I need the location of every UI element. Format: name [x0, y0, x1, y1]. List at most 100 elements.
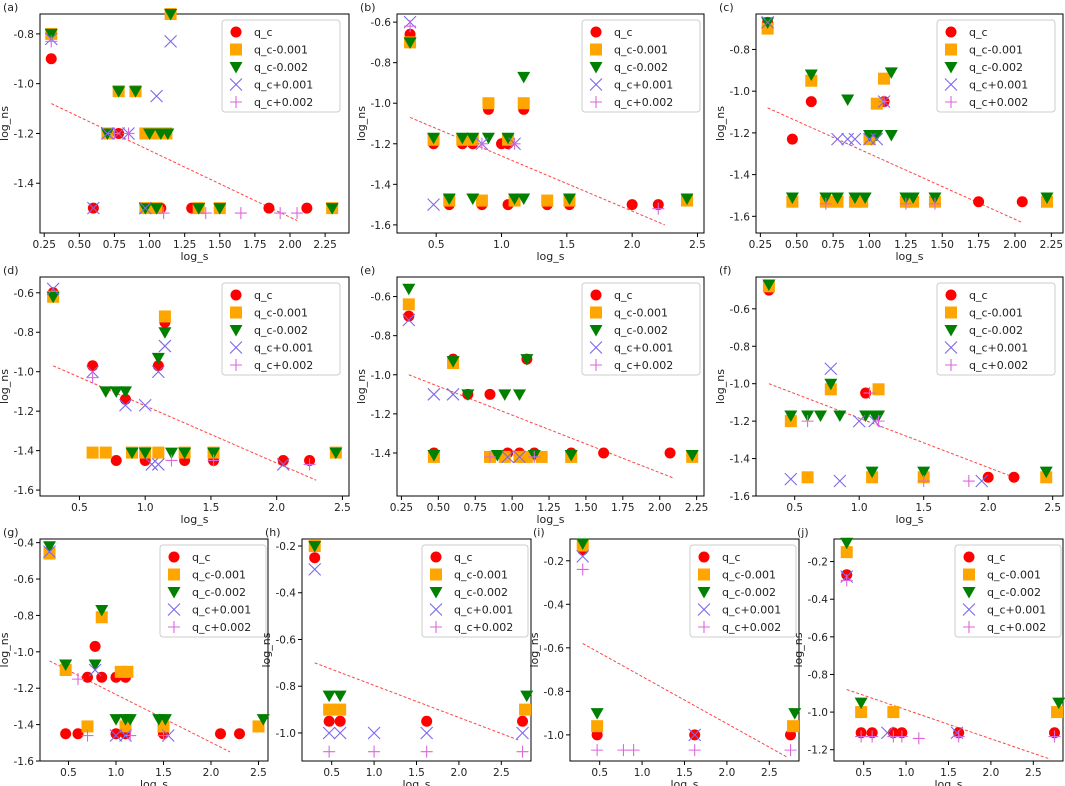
y-axis-label: log_ns	[0, 632, 11, 667]
legend-marker	[945, 306, 957, 319]
data-point	[87, 360, 99, 372]
data-point	[99, 386, 113, 398]
series-q_c+0.002	[404, 20, 665, 215]
data-point	[912, 732, 925, 745]
legend-label: q_c+0.002	[192, 621, 251, 634]
x-tick-label: 0.75	[821, 239, 844, 251]
y-axis-label: log_ns	[355, 106, 368, 141]
y-tick-label: -0.2	[808, 557, 829, 569]
y-tick-label: -0.4	[276, 588, 297, 600]
x-tick-label: 2.25	[1040, 239, 1063, 251]
legend-marker	[589, 62, 603, 74]
panel-label: (a)	[3, 1, 18, 14]
data-point	[863, 387, 876, 400]
legend-label: q_c	[614, 26, 633, 39]
x-tick-label: 0.5	[855, 767, 872, 779]
data-point	[322, 726, 336, 740]
legend-marker	[230, 96, 242, 108]
y-tick-label: -1.6	[730, 491, 751, 503]
x-tick-label: 1.75	[967, 239, 990, 251]
y-tick-label: -1.2	[730, 416, 751, 428]
data-point	[590, 708, 604, 720]
x-tick-label: 1.75	[243, 239, 266, 251]
legend-marker	[429, 603, 443, 616]
legend: q_c q_c-0.001 q_c-0.002 q_c+0.001 q_c+0.002	[581, 282, 701, 376]
data-point	[833, 474, 847, 488]
data-point	[152, 446, 165, 459]
legend-label: q_c+0.001	[722, 604, 781, 617]
x-tick-label: 0.5	[71, 502, 88, 514]
data-point	[870, 129, 884, 142]
x-axis-label: log_s	[935, 778, 963, 786]
y-tick-label: -0.8	[730, 44, 751, 56]
x-tick-label: 1.5	[203, 502, 220, 514]
series-q_c+0.001	[761, 15, 891, 146]
legend-label: q_c-0.002	[454, 586, 508, 599]
data-point	[866, 730, 879, 743]
x-tick-label: 1.0	[851, 502, 868, 514]
data-point	[541, 194, 554, 207]
legend-label: q_c-0.001	[969, 307, 1023, 320]
series-q_c+0.002	[45, 35, 304, 220]
data-point	[308, 541, 322, 553]
data-point	[291, 207, 304, 220]
data-point	[685, 449, 699, 462]
y-tick-label: -1.4	[371, 448, 392, 460]
data-point	[234, 207, 247, 220]
data-point	[95, 611, 108, 624]
fit-line	[49, 660, 231, 753]
series-q_c+0.002	[801, 387, 975, 488]
y-tick-label: -1.6	[14, 756, 35, 768]
legend-marker	[168, 551, 180, 563]
data-point	[276, 458, 290, 471]
series-q_c-0.002	[840, 537, 1065, 710]
chart-panel: (j) 0.5 1.0 1.5 2.0 2.5 -0.2 -0.4 -0.6 -0.8 -1.0 -1…	[792, 526, 1065, 786]
legend-label: q_c+0.002	[614, 359, 673, 372]
series-q_c+0.002	[819, 95, 941, 210]
data-point	[165, 454, 178, 467]
data-point	[535, 450, 548, 463]
legend-label: q_c-0.002	[614, 61, 668, 74]
y-tick-label: -1.0	[14, 79, 35, 91]
data-point	[1052, 697, 1065, 710]
data-point	[501, 450, 515, 464]
data-point	[652, 202, 665, 215]
data-point	[852, 414, 866, 428]
data-point	[787, 720, 800, 733]
x-tick-label: 1.0	[108, 767, 125, 779]
legend-label: q_c-0.001	[987, 569, 1041, 582]
data-point	[872, 383, 885, 396]
x-tick-label: 0.75	[103, 239, 126, 251]
legend-marker	[229, 341, 243, 354]
legend: q_c q_c-0.001 q_c-0.002 q_c+0.001 q_c+0.002	[159, 544, 267, 638]
data-point	[59, 659, 73, 672]
fit-line	[768, 383, 1015, 478]
data-point	[813, 410, 827, 423]
data-point	[308, 562, 322, 576]
legend-label: q_c-0.001	[254, 307, 308, 320]
data-point	[1039, 466, 1053, 479]
data-point	[928, 197, 941, 210]
data-point	[848, 132, 862, 146]
fit-line	[52, 365, 317, 481]
data-point	[784, 472, 798, 486]
legend-marker	[963, 621, 975, 633]
data-point	[427, 387, 441, 401]
legend-marker	[697, 603, 711, 616]
data-point	[952, 730, 965, 743]
y-tick-label: -0.6	[544, 643, 565, 655]
data-point	[256, 714, 270, 726]
data-point	[840, 537, 854, 550]
x-tick-label: 1.5	[408, 767, 425, 779]
legend-marker	[229, 325, 243, 337]
x-tick-label: 0.50	[68, 239, 91, 251]
data-point	[501, 132, 515, 145]
data-point	[516, 726, 529, 740]
legend: q_c q_c-0.001 q_c-0.002 q_c+0.001 q_c+0.002	[936, 19, 1056, 113]
series-q_c-0.001	[840, 546, 1064, 719]
fit-line	[409, 116, 666, 226]
data-point	[872, 415, 885, 428]
data-point	[884, 67, 898, 79]
data-point	[878, 95, 891, 108]
data-point	[786, 133, 798, 145]
